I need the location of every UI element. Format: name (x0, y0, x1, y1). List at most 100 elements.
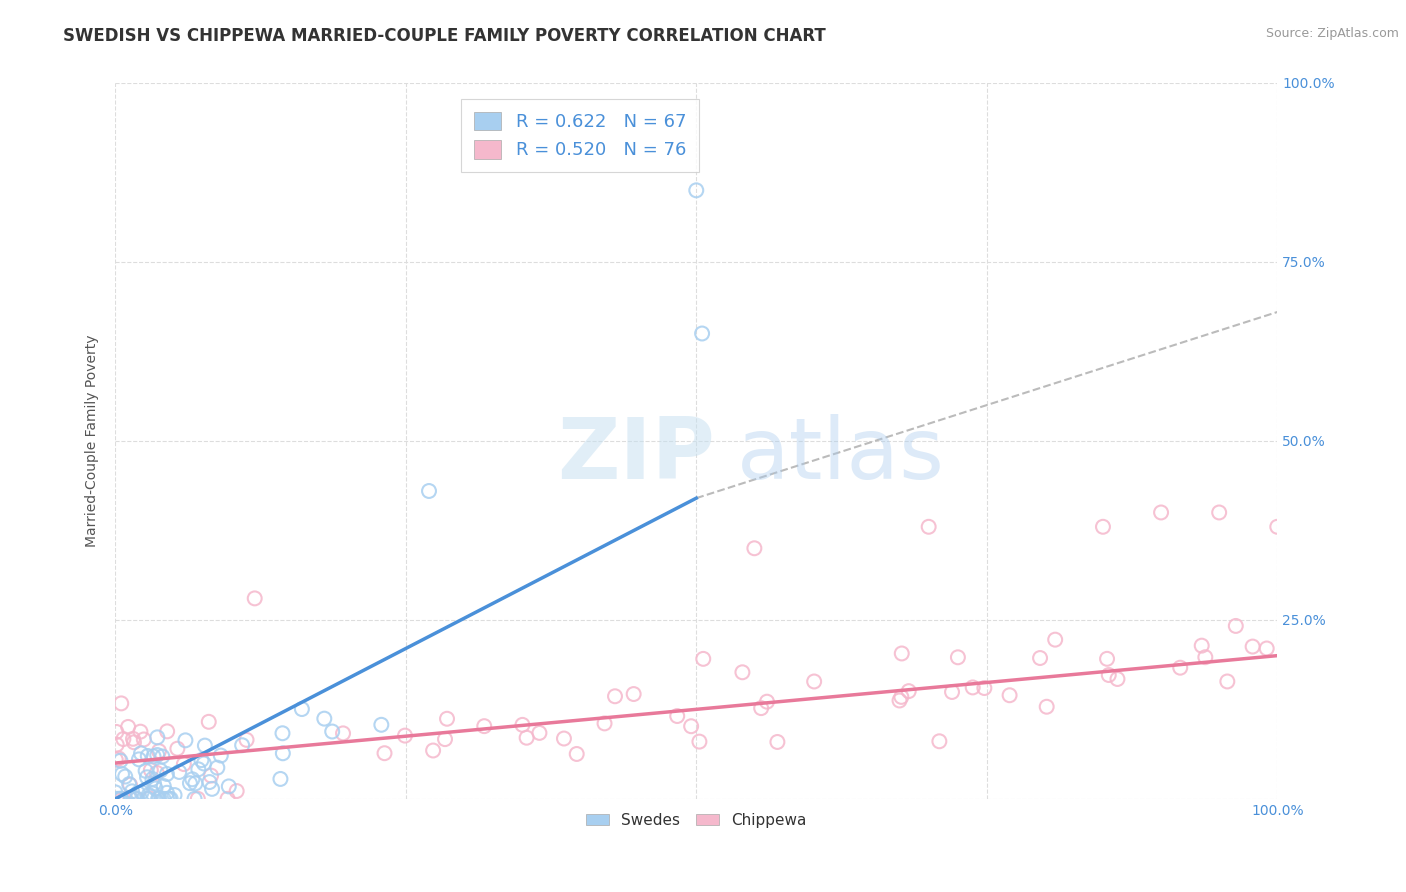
Point (198, 775, 221, 789)
Point (217, 792, 239, 806)
Point (553, 731, 575, 746)
Point (946, 650, 969, 665)
Point (941, 685, 963, 699)
Point (973, 681, 995, 695)
Point (418, 483, 440, 498)
Point (122, 731, 145, 746)
Point (118, 777, 141, 791)
Point (128, 752, 150, 766)
Point (194, 739, 217, 753)
Point (1095, 652, 1118, 666)
Point (114, 792, 136, 806)
Point (184, 776, 207, 790)
Legend: Swedes, Chippewa: Swedes, Chippewa (581, 807, 813, 834)
Point (111, 792, 134, 806)
Point (1035, 699, 1057, 714)
Point (142, 787, 165, 801)
Point (143, 776, 166, 790)
Point (167, 764, 190, 779)
Point (145, 781, 167, 796)
Point (962, 681, 984, 695)
Text: Source: ZipAtlas.com: Source: ZipAtlas.com (1265, 27, 1399, 40)
Text: atlas: atlas (737, 414, 945, 497)
Point (1208, 506, 1230, 520)
Point (152, 779, 174, 793)
Point (1107, 672, 1129, 686)
Point (472, 719, 495, 733)
Point (105, 725, 128, 739)
Point (156, 767, 179, 781)
Text: SWEDISH VS CHIPPEWA MARRIED-COUPLE FAMILY POVERTY CORRELATION CHART: SWEDISH VS CHIPPEWA MARRIED-COUPLE FAMIL… (63, 27, 825, 45)
Point (243, 591, 266, 606)
Point (118, 778, 141, 792)
Point (104, 753, 127, 767)
Point (193, 756, 215, 771)
Point (120, 792, 142, 806)
Point (890, 647, 912, 661)
Point (593, 716, 616, 731)
Point (146, 747, 169, 762)
Point (146, 792, 169, 806)
Point (125, 792, 148, 806)
Point (152, 792, 174, 806)
Point (174, 733, 197, 747)
Point (139, 763, 162, 777)
Point (235, 732, 257, 747)
Y-axis label: Married-Couple Family Poverty: Married-Couple Family Poverty (86, 334, 100, 547)
Point (314, 712, 336, 726)
Point (332, 726, 354, 740)
Point (135, 764, 157, 778)
Point (516, 731, 538, 745)
Point (156, 724, 179, 739)
Point (918, 520, 941, 534)
Point (1225, 619, 1247, 633)
Point (1191, 639, 1213, 653)
Point (122, 735, 145, 749)
Point (685, 183, 707, 197)
Point (666, 709, 689, 723)
Point (565, 747, 588, 761)
Point (321, 724, 343, 739)
Point (1265, 520, 1288, 534)
Point (141, 772, 163, 786)
Point (110, 792, 132, 806)
Point (928, 734, 950, 748)
Point (159, 792, 181, 806)
Point (110, 697, 132, 711)
Point (166, 741, 188, 756)
Point (145, 765, 167, 780)
Point (231, 738, 253, 752)
Point (190, 753, 212, 767)
Point (114, 770, 136, 784)
Point (744, 541, 766, 556)
Point (688, 734, 710, 748)
Point (181, 772, 204, 787)
Point (197, 714, 219, 729)
Point (200, 769, 222, 783)
Point (131, 785, 153, 799)
Point (271, 726, 294, 740)
Point (156, 786, 179, 800)
Point (1029, 651, 1052, 665)
Point (681, 719, 703, 733)
Point (201, 781, 224, 796)
Point (749, 701, 772, 715)
Point (122, 790, 145, 805)
Point (111, 767, 134, 781)
Point (146, 731, 169, 745)
Point (1091, 520, 1114, 534)
Point (512, 718, 534, 732)
Point (187, 762, 209, 776)
Point (132, 732, 155, 747)
Point (142, 749, 165, 764)
Point (218, 780, 240, 794)
Point (108, 792, 131, 806)
Point (207, 761, 229, 775)
Point (108, 792, 131, 806)
Point (225, 784, 247, 798)
Point (183, 792, 205, 806)
Point (690, 326, 713, 341)
Point (1150, 506, 1173, 520)
Point (1194, 650, 1216, 665)
Point (138, 791, 160, 805)
